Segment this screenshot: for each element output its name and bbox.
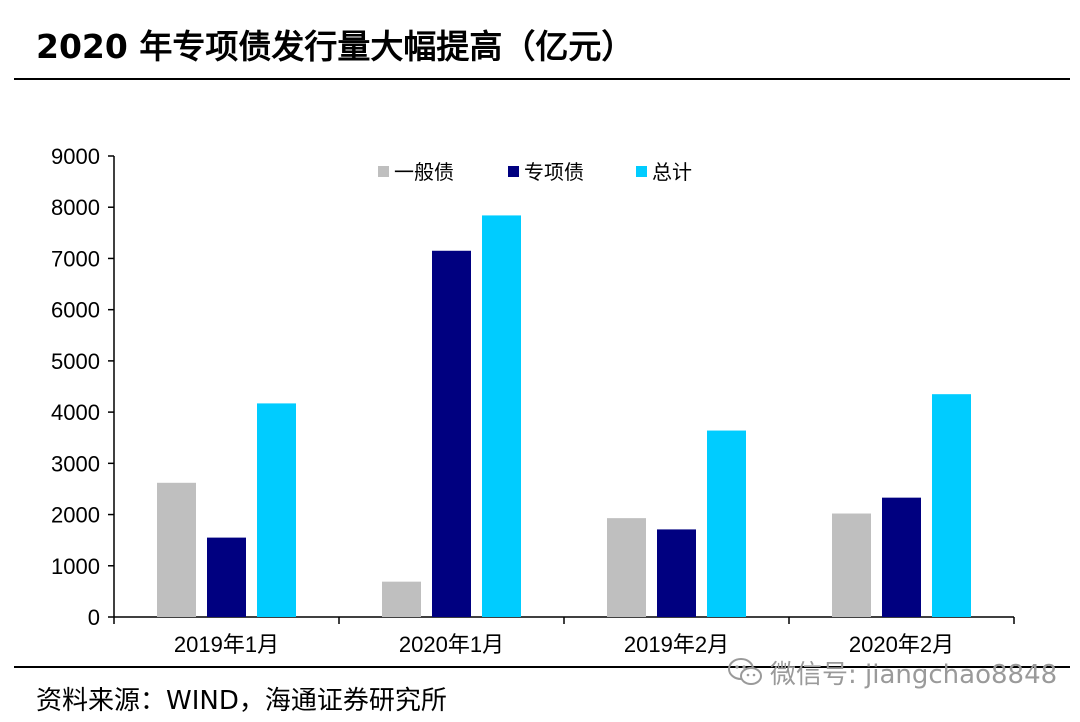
y-tick-label: 3000 [51,451,100,476]
y-tick-label: 0 [88,605,100,630]
title-divider [14,78,1070,80]
legend-label: 专项债 [524,161,584,184]
bar [607,518,646,617]
bar [432,250,471,617]
legend-swatch [378,166,389,177]
legend-swatch [508,166,519,177]
bar [257,403,296,617]
x-tick-label: 2020年2月 [849,632,954,657]
chart-title: 2020 年专项债发行量大幅提高（亿元） [36,27,635,66]
bar [882,497,921,617]
watermark-text: 微信号: jiangchao8848 [770,659,1058,690]
legend-label: 总计 [652,161,692,184]
y-tick-label: 8000 [51,195,100,220]
source-divider [14,666,1070,668]
watermark: 微信号: jiangchao8848 [728,652,1057,692]
bar [157,482,196,617]
y-tick-label: 5000 [51,349,100,374]
y-tick-label: 6000 [51,298,100,323]
bar [832,513,871,617]
bar [207,537,246,617]
legend-label: 一般债 [394,161,454,184]
x-tick-label: 2020年1月 [399,632,504,657]
wechat-icon [728,658,762,685]
legend-swatch [636,166,647,177]
bar [482,215,521,617]
y-tick-label: 2000 [51,503,100,528]
y-tick-label: 4000 [51,400,100,425]
source-note: 资料来源：WIND，海通证券研究所 [36,686,447,716]
y-tick-label: 7000 [51,246,100,271]
bar [657,529,696,617]
y-tick-label: 9000 [51,144,100,169]
bar [707,430,746,617]
x-tick-label: 2019年2月 [624,632,729,657]
bar [382,581,421,617]
y-tick-label: 1000 [51,554,100,579]
bar [932,394,971,617]
x-tick-label: 2019年1月 [174,632,279,657]
